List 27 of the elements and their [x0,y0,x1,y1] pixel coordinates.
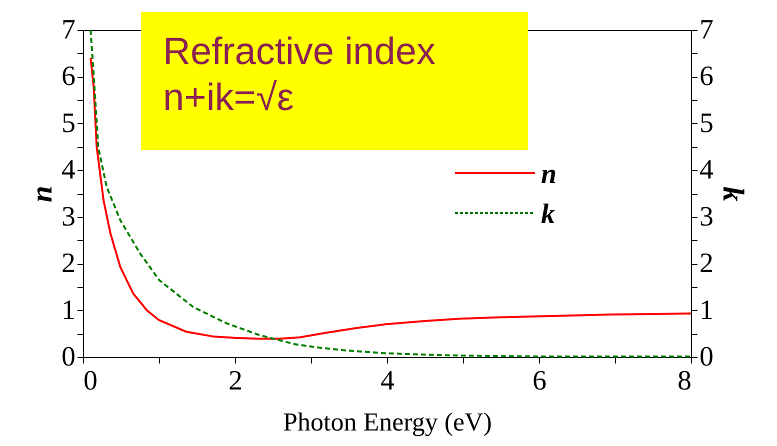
y2-axis-title: k [716,186,750,202]
annotation: Refractive index n+ik=√ε [163,31,436,119]
y-tick-label: 5 [62,108,76,139]
y2-tick-label: 7 [700,14,714,46]
y2-tick-label: 5 [700,108,714,139]
x-tick-label: 8 [678,366,692,396]
legend-label: n [541,159,557,190]
y-tick-label: 1 [62,294,76,326]
y2-tick-label: 1 [700,294,714,326]
y2-tick-label: 4 [700,154,714,186]
y-axis-title: n [26,186,58,202]
x-tick-label: 6 [532,366,546,396]
y-tick-label: 2 [62,248,76,280]
y2-tick-label: 3 [700,201,714,232]
y-tick-label: 6 [62,61,76,92]
y-tick-label: 7 [62,14,76,46]
x-tick-label: 4 [380,366,394,396]
legend-label: k [541,199,555,230]
x-axis-title: Photon Energy (eV) [283,408,492,436]
y2-tick-label: 0 [700,342,714,372]
y-tick-label: 4 [62,154,76,186]
x-tick-label: 2 [228,366,242,396]
y2-tick-label: 2 [700,248,714,280]
y2-tick-label: 6 [700,61,714,92]
y-tick-label: 3 [62,201,76,232]
x-tick-label: 0 [84,366,98,396]
y-tick-label: 0 [62,342,76,372]
